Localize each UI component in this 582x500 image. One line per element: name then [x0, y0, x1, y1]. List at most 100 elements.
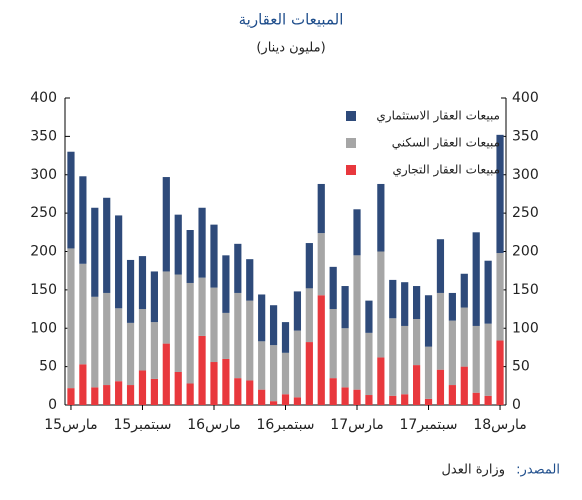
bar-segment [484, 323, 492, 396]
legend-label: مبيعات العقار السكني [392, 136, 500, 151]
bar-segment [162, 271, 170, 344]
bar-segment [150, 322, 158, 379]
x-tick-label: مارس18 [473, 417, 526, 433]
bar-segment [115, 308, 123, 382]
bar-segment [436, 369, 445, 405]
bar-segment [496, 340, 504, 405]
bar-segment [103, 385, 111, 405]
bar-segment [67, 388, 75, 405]
bar-segment [281, 394, 290, 405]
chart-title: المبيعات العقارية [239, 11, 344, 29]
y2-tick-label: 350 [512, 128, 539, 144]
bar-segment [91, 296, 99, 388]
bar-segment [126, 322, 135, 386]
bar-segment [174, 274, 182, 372]
bar-segment [341, 387, 349, 405]
bar-segment [413, 365, 421, 405]
bar-segment [329, 266, 337, 310]
y2-tick-label: 150 [512, 282, 539, 298]
bar-segment [341, 328, 349, 388]
bar-segment [103, 292, 111, 386]
bar-segment [222, 255, 230, 313]
y2-tick-label: 100 [512, 320, 539, 336]
bar-segment [353, 255, 361, 390]
bar-segment [269, 345, 278, 402]
legend-label: مبيعات العقار الاستثماري [376, 109, 500, 124]
y2-tick-label: 50 [512, 359, 530, 375]
bar-segment [365, 332, 373, 396]
bar-segment [91, 207, 99, 297]
bar-segment [424, 295, 433, 347]
bar-segment [472, 392, 480, 405]
bar-segment [448, 292, 456, 321]
bar-segment [150, 271, 158, 323]
bar-segment [377, 357, 385, 405]
bar-segment [424, 346, 433, 399]
bar-segment [198, 207, 206, 278]
y-tick-label: 150 [30, 282, 57, 298]
bar-segment [79, 263, 87, 365]
x-tick-label: مارس16 [187, 417, 240, 433]
y-tick-label: 100 [30, 320, 57, 336]
bar-segment [234, 292, 242, 379]
bar-segment [174, 214, 182, 275]
bar-segment [115, 381, 123, 405]
bar-segment [246, 259, 254, 301]
bar-segment [448, 320, 456, 386]
bar-segment [138, 256, 147, 310]
bar-segment [258, 294, 266, 342]
bar-segment [460, 273, 468, 308]
bar-segment [496, 134, 504, 254]
y-tick-label: 50 [39, 359, 57, 375]
bar-segment [150, 378, 158, 405]
bar-segment [317, 233, 325, 296]
bar-segment [472, 325, 480, 393]
bar-segment [210, 224, 218, 288]
bar-segment [67, 248, 75, 389]
bar-segment [293, 330, 302, 398]
bar-segment [186, 230, 194, 283]
bar-segment [377, 251, 385, 358]
y2-tick-label: 200 [512, 244, 539, 260]
x-tick-label: سبتمبر16 [256, 417, 314, 433]
legend-marker [346, 165, 356, 175]
x-tick-label: سبتمبر17 [399, 417, 457, 433]
bar-segment [281, 322, 290, 353]
source-text: وزارة العدل [441, 463, 505, 478]
legend-marker [346, 138, 356, 148]
bar-segment [198, 277, 206, 336]
bar-segment [305, 342, 313, 405]
bar-segment [305, 288, 313, 343]
bar-segment [496, 253, 504, 341]
bar-segment [365, 395, 373, 405]
bar-segment [341, 286, 349, 329]
x-tick-label: سبتمبر15 [113, 417, 171, 433]
y2-tick-label: 0 [512, 397, 521, 413]
bar-segment [67, 151, 75, 249]
bar-segment [126, 259, 135, 323]
bar-segment [234, 243, 242, 293]
bar-segment [389, 395, 397, 405]
bar-segment [186, 383, 194, 405]
bar-segment [91, 387, 99, 405]
bar-segment [269, 401, 278, 405]
bar-segment [174, 371, 182, 405]
y-tick-label: 200 [30, 244, 57, 260]
bar-segment [317, 183, 325, 234]
y2-tick-label: 300 [512, 167, 539, 183]
bar-segment [293, 397, 302, 405]
bar-segment [258, 341, 266, 390]
bar-segment [126, 385, 135, 405]
y-tick-label: 300 [30, 167, 57, 183]
bar-segment [210, 287, 218, 363]
bar-segment [472, 232, 480, 326]
bar-segment [353, 209, 361, 256]
legend-marker [346, 111, 356, 121]
bar-segment [186, 282, 194, 384]
chart-subtitle: (مليون دينار) [256, 41, 325, 56]
bar-segment [377, 183, 385, 252]
bar-segment [424, 398, 433, 405]
bar-segment [115, 215, 123, 309]
bar-segment [413, 286, 421, 320]
